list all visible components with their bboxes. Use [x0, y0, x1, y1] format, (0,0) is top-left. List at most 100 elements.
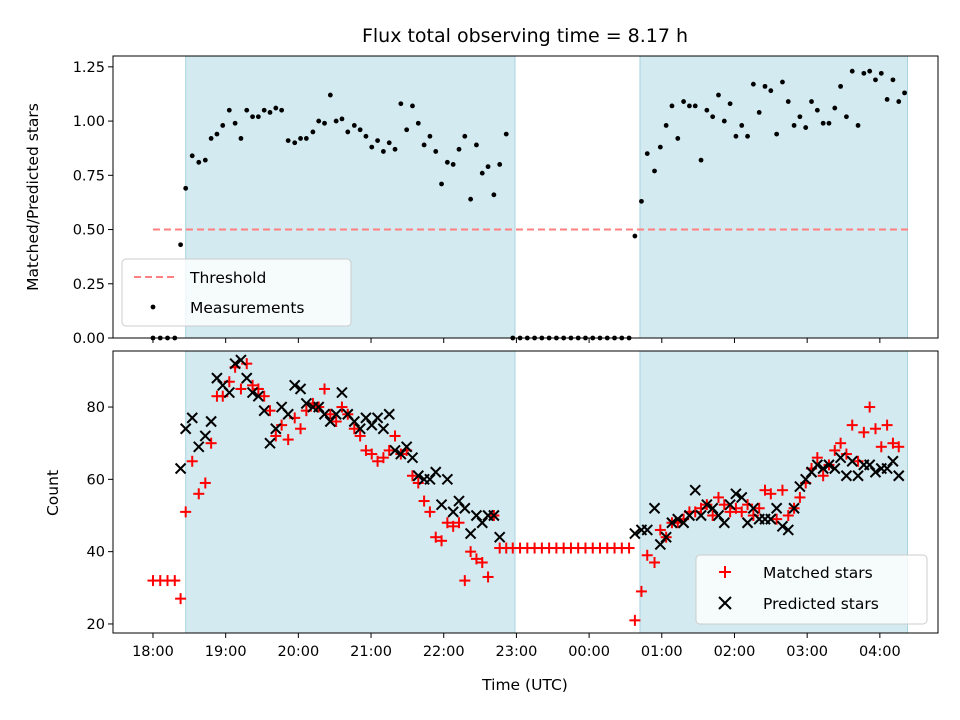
measurement-point — [189, 153, 195, 159]
matched-star-point — [776, 484, 788, 496]
measurement-point — [503, 131, 509, 137]
measurement-point — [791, 123, 797, 128]
predicted-star-point — [641, 524, 653, 536]
measurement-point — [444, 159, 450, 165]
predicted-star-diag-b — [223, 386, 236, 399]
bottom-y-axis-title: Count — [44, 470, 62, 516]
measurement-point — [698, 157, 704, 163]
predicted-star-diag-b — [776, 520, 789, 533]
predicted-star-diag-b — [464, 527, 477, 540]
matched-star-point — [875, 441, 887, 453]
predicted-star-point — [654, 538, 667, 551]
predicted-star-point — [211, 372, 223, 384]
measurement-point — [310, 129, 316, 135]
measurement-point — [884, 96, 890, 102]
predicted-star-point — [736, 491, 748, 504]
matched-star-point — [252, 383, 264, 395]
predicted-star-diag-b — [377, 423, 390, 435]
predicted-star-diag-b — [689, 484, 701, 496]
measurement-point — [663, 123, 669, 128]
predicted-star-point — [354, 423, 366, 435]
measurement-point — [902, 90, 907, 96]
predicted-star-point — [881, 462, 893, 475]
predicted-star-point — [435, 498, 448, 511]
predicted-star-diag-b — [258, 404, 270, 417]
predicted-star-diag-b — [747, 502, 760, 514]
predicted-star-diag-b — [336, 386, 348, 399]
bottom-shaded-spans — [185, 350, 908, 634]
predicted-star-point — [459, 502, 471, 514]
matched-star-point — [736, 506, 748, 518]
predicted-star-diag-b — [712, 509, 725, 522]
measurement-point — [675, 136, 681, 141]
predicted-star-point — [223, 386, 236, 399]
measurement-point — [456, 146, 462, 152]
predicted-star-point — [817, 462, 829, 475]
predicted-star-point — [270, 423, 282, 435]
measurement-point — [468, 196, 474, 202]
matched-star-point — [747, 510, 759, 521]
measurement-point — [375, 138, 380, 144]
measurement-point — [474, 142, 479, 148]
top-y-tick-label: 1.25 — [73, 60, 105, 76]
matched-star-point — [724, 506, 736, 518]
predicted-star-diag-b — [264, 437, 276, 449]
x-axis-title: Time (UTC) — [481, 676, 568, 694]
matched-star-point — [336, 401, 348, 413]
predicted-star-point — [660, 531, 672, 543]
matched-star-point — [742, 499, 754, 511]
matched-star-point — [707, 510, 719, 521]
predicted-star-point — [770, 502, 783, 514]
predicted-star-point — [241, 372, 253, 384]
measurement-point — [303, 136, 309, 141]
matched-star-point — [829, 444, 841, 456]
bottom-y-tick-label: 40 — [87, 545, 105, 561]
bottom-x-tick-label: 01:00 — [641, 644, 683, 660]
predicted-star-point — [258, 404, 270, 417]
top-panel: 0.00 0.25 0.50 0.75 1.00 1.25 Threshold Measu… — [73, 55, 939, 347]
predicted-star-diag-b — [641, 524, 653, 536]
predicted-star-diag-b — [235, 354, 247, 366]
measurement-point — [421, 142, 427, 148]
predicted-star-point — [430, 466, 442, 478]
chart-title: Flux total observing time = 8.17 h — [362, 25, 688, 47]
predicted-star-point — [371, 412, 384, 424]
measurement-point — [873, 77, 878, 83]
measurement-point — [267, 110, 273, 115]
predicted-star-diag-b — [179, 423, 192, 435]
legend-matched-swatch — [719, 566, 731, 578]
matched-star-point — [348, 423, 360, 435]
matched-star-point — [840, 448, 852, 460]
bottom-x-tick-label: 18:00 — [132, 644, 174, 660]
measurement-point — [238, 136, 244, 141]
predicted-star-diag-b — [174, 462, 187, 475]
measurement-point — [768, 88, 774, 94]
predicted-star-diag-b — [395, 448, 407, 460]
predicted-star-point — [788, 502, 800, 514]
predicted-star-diag-b — [629, 527, 641, 540]
bottom-panel: 20 40 60 80 18:00 19:00 20:00 21:00 22:00 23:00 00… — [87, 350, 939, 660]
predicted-star-diag-b — [193, 441, 205, 453]
measurement-point — [273, 105, 279, 111]
matched-star-point — [175, 593, 187, 605]
measurement-point — [867, 68, 873, 74]
measurement-point — [357, 127, 363, 133]
measurement-point — [485, 164, 491, 170]
measurement-point — [721, 118, 727, 124]
matched-star-point — [869, 423, 881, 435]
predicted-star-diag-b — [318, 408, 331, 420]
predicted-star-point — [336, 386, 348, 399]
predicted-star-diag-b — [241, 372, 253, 384]
measurement-point — [861, 70, 867, 76]
predicted-star-point — [805, 466, 818, 478]
bottom-legend-box — [695, 554, 928, 625]
predicted-star-point — [840, 470, 853, 482]
matched-star-point — [881, 419, 893, 431]
matched-star-point — [418, 495, 430, 507]
measurement-point — [462, 133, 468, 139]
measurement-point — [178, 242, 183, 248]
predicted-star-point — [383, 408, 395, 420]
bottom-x-tick-label: 23:00 — [496, 644, 538, 660]
legend-measurement-swatch — [150, 304, 156, 310]
matched-star-point — [689, 506, 701, 518]
